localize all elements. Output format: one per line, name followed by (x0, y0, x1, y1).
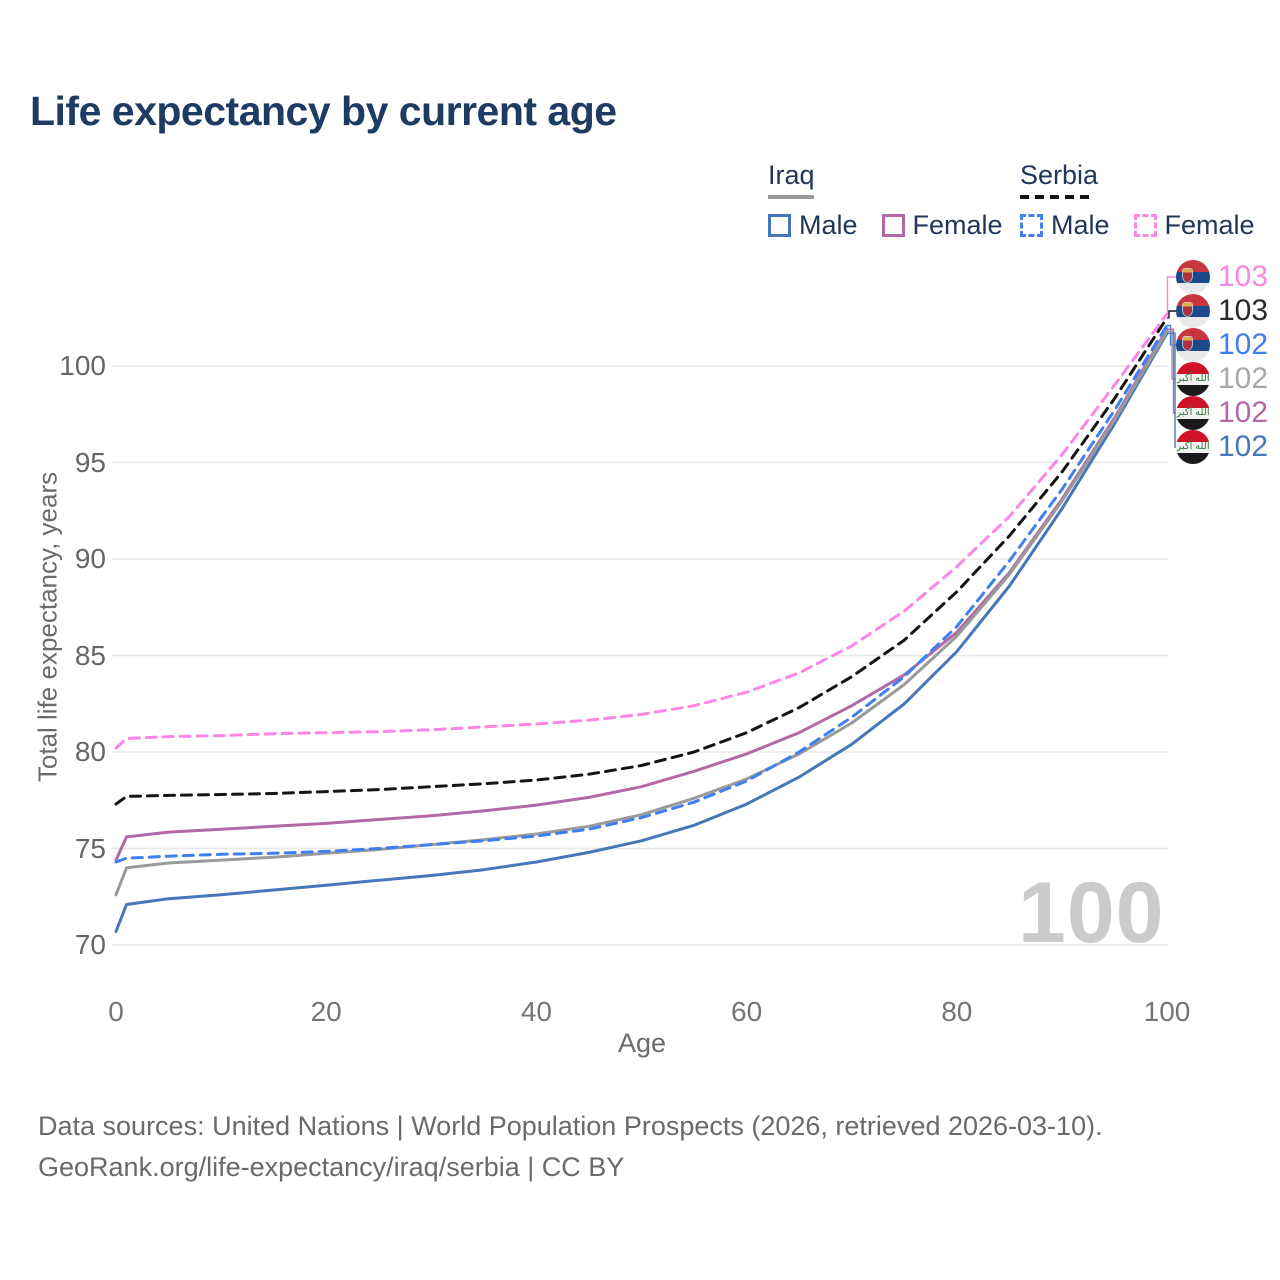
iraq-female-swatch-icon (881, 214, 905, 237)
end-label-row: الله أكبر 102 (1176, 396, 1268, 430)
legend-item-iraq-male: Male (768, 210, 858, 241)
end-label-value: 102 (1218, 396, 1269, 429)
legend-underline-serbia (1020, 195, 1094, 199)
serbia-female-swatch-icon (1133, 214, 1157, 237)
x-axis-title: Age (617, 1028, 667, 1058)
legend-item-label: Male (799, 210, 858, 240)
end-label-row: الله أكبر 102 (1176, 362, 1268, 396)
footer-attribution: GeoRank.org/life-expectancy/iraq/serbia … (38, 1152, 625, 1182)
end-label-row: 103 (1176, 294, 1268, 328)
series-line-iraq-male (114, 331, 1169, 933)
end-label-row: 102 (1176, 328, 1268, 362)
x-tick-label: 60 (731, 996, 763, 1027)
end-label-row: الله أكبر 102 (1176, 430, 1268, 464)
footer-data-sources: Data sources: United Nations | World Pop… (38, 1111, 1103, 1141)
y-tick-label: 85 (74, 639, 106, 671)
iraq-flag-icon: الله أكبر (1176, 430, 1210, 464)
end-label-value: 103 (1218, 294, 1269, 327)
y-tick-label: 90 (74, 543, 106, 574)
series-line-iraq-female (114, 327, 1169, 862)
serbia-flag-icon (1176, 260, 1210, 294)
legend-group-name: Serbia (1020, 160, 1099, 190)
legend-group-iraq: Iraq Male Female (768, 160, 1003, 241)
legend-item-label: Female (1164, 210, 1255, 240)
y-tick-label: 95 (74, 446, 106, 478)
end-label-value: 103 (1218, 260, 1269, 293)
x-tick-label: 20 (310, 996, 342, 1027)
serbia-flag-icon (1176, 328, 1210, 362)
serbia-crest (1183, 269, 1192, 282)
y-tick-label: 80 (74, 736, 106, 767)
legend-group-serbia: Serbia Male Female (1020, 160, 1255, 241)
series-line-iraq-both (114, 329, 1169, 897)
x-tick-label: 100 (1143, 996, 1191, 1027)
legend-item-serbia-male: Male (1020, 210, 1110, 241)
iraq-male-swatch-icon (768, 214, 791, 237)
iraq-flag-icon: الله أكبر (1176, 362, 1210, 396)
serbia-crest (1183, 337, 1192, 350)
x-tick-label: 40 (520, 996, 552, 1027)
footer: Data sources: United Nations | World Pop… (38, 1106, 1103, 1188)
legend-underline-iraq (768, 195, 814, 199)
iraq-flag-icon: الله أكبر (1176, 396, 1210, 430)
iraq-takbir-script: الله أكبر (1176, 406, 1210, 418)
iraq-takbir-script: الله أكبر (1176, 440, 1210, 452)
serbia-flag-icon (1176, 294, 1210, 328)
end-label-value: 102 (1218, 362, 1269, 395)
series-line-serbia-male (114, 324, 1169, 864)
legend-group-name: Iraq (768, 160, 815, 190)
iraq-takbir-script: الله أكبر (1176, 372, 1210, 384)
end-label-value: 102 (1218, 430, 1269, 463)
series-line-serbia-both (114, 316, 1169, 806)
serbia-crest (1183, 303, 1192, 316)
page-title: Life expectancy by current age (30, 88, 617, 134)
legend-item-label: Male (1051, 210, 1110, 240)
y-tick-label: 75 (74, 832, 106, 864)
series-line-serbia-female (114, 312, 1169, 750)
serbia-male-swatch-icon (1020, 214, 1043, 237)
end-label-connector (1166, 276, 1177, 315)
legend-item-label: Female (912, 210, 1003, 240)
end-label-row: 103 (1176, 260, 1268, 294)
x-tick-label: 80 (941, 996, 973, 1027)
end-label-connector (1167, 310, 1177, 319)
y-tick-label: 100 (59, 350, 106, 381)
y-tick-label: 70 (74, 929, 106, 960)
legend-item-serbia-female: Female (1133, 210, 1255, 241)
legend-item-iraq-female: Female (881, 210, 1003, 241)
x-tick-label: 0 (108, 996, 124, 1027)
end-label-value: 102 (1218, 328, 1269, 361)
